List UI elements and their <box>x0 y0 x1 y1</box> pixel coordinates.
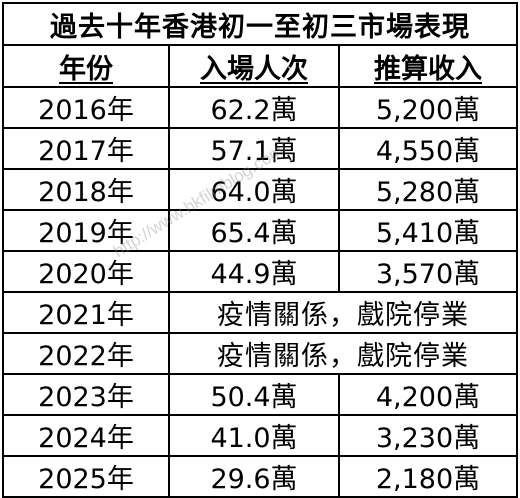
header-admissions: 入場人次 <box>168 44 340 88</box>
table-row: 2023年 50.4萬 4,200萬 <box>2 373 519 416</box>
year-cell: 2022年 <box>2 332 170 375</box>
year-cell: 2019年 <box>2 209 170 252</box>
closure-note-cell: 疫情關係，戲院停業 <box>167 291 519 334</box>
admissions-cell: 29.6萬 <box>168 455 340 498</box>
table-row: 2021年 疫情關係，戲院停業 <box>2 291 519 334</box>
title-row: 過去十年香港初一至初三市場表現 <box>1 2 519 46</box>
admissions-cell: 44.9萬 <box>168 250 340 293</box>
admissions-cell: 57.1萬 <box>168 127 340 170</box>
year-cell: 2018年 <box>2 168 170 211</box>
revenue-cell: 3,230萬 <box>337 414 519 457</box>
table-row: 2024年 41.0萬 3,230萬 <box>2 414 519 457</box>
year-cell: 2024年 <box>2 414 170 457</box>
header-revenue: 推算收入 <box>337 44 519 88</box>
header-row: 年份 入場人次 推算收入 <box>2 44 519 88</box>
revenue-cell: 5,410萬 <box>337 209 519 252</box>
revenue-cell: 3,570萬 <box>337 250 519 293</box>
table-row: 2022年 疫情關係，戲院停業 <box>2 332 519 375</box>
table-row: 2018年 64.0萬 5,280萬 <box>2 168 519 211</box>
admissions-cell: 41.0萬 <box>168 414 340 457</box>
table-row: 2017年 57.1萬 4,550萬 <box>2 127 519 170</box>
revenue-cell: 5,200萬 <box>337 86 519 129</box>
revenue-cell: 5,280萬 <box>337 168 519 211</box>
year-cell: 2023年 <box>2 373 170 416</box>
revenue-cell: 4,200萬 <box>337 373 519 416</box>
closure-note-cell: 疫情關係，戲院停業 <box>167 332 519 375</box>
admissions-cell: 62.2萬 <box>168 86 340 129</box>
header-year: 年份 <box>2 44 170 88</box>
year-cell: 2016年 <box>2 86 170 129</box>
table-row: 2025年 29.6萬 2,180萬 <box>2 455 519 498</box>
table-row: 2019年 65.4萬 5,410萬 <box>2 209 519 252</box>
admissions-cell: 64.0萬 <box>168 168 340 211</box>
year-cell: 2021年 <box>2 291 170 334</box>
year-cell: 2020年 <box>2 250 170 293</box>
year-cell: 2017年 <box>2 127 170 170</box>
admissions-cell: 50.4萬 <box>168 373 340 416</box>
revenue-cell: 4,550萬 <box>337 127 519 170</box>
table-row: 2016年 62.2萬 5,200萬 <box>2 86 519 129</box>
table-row: 2020年 44.9萬 3,570萬 <box>2 250 519 293</box>
admissions-cell: 65.4萬 <box>168 209 340 252</box>
table-title: 過去十年香港初一至初三市場表現 <box>1 2 519 46</box>
